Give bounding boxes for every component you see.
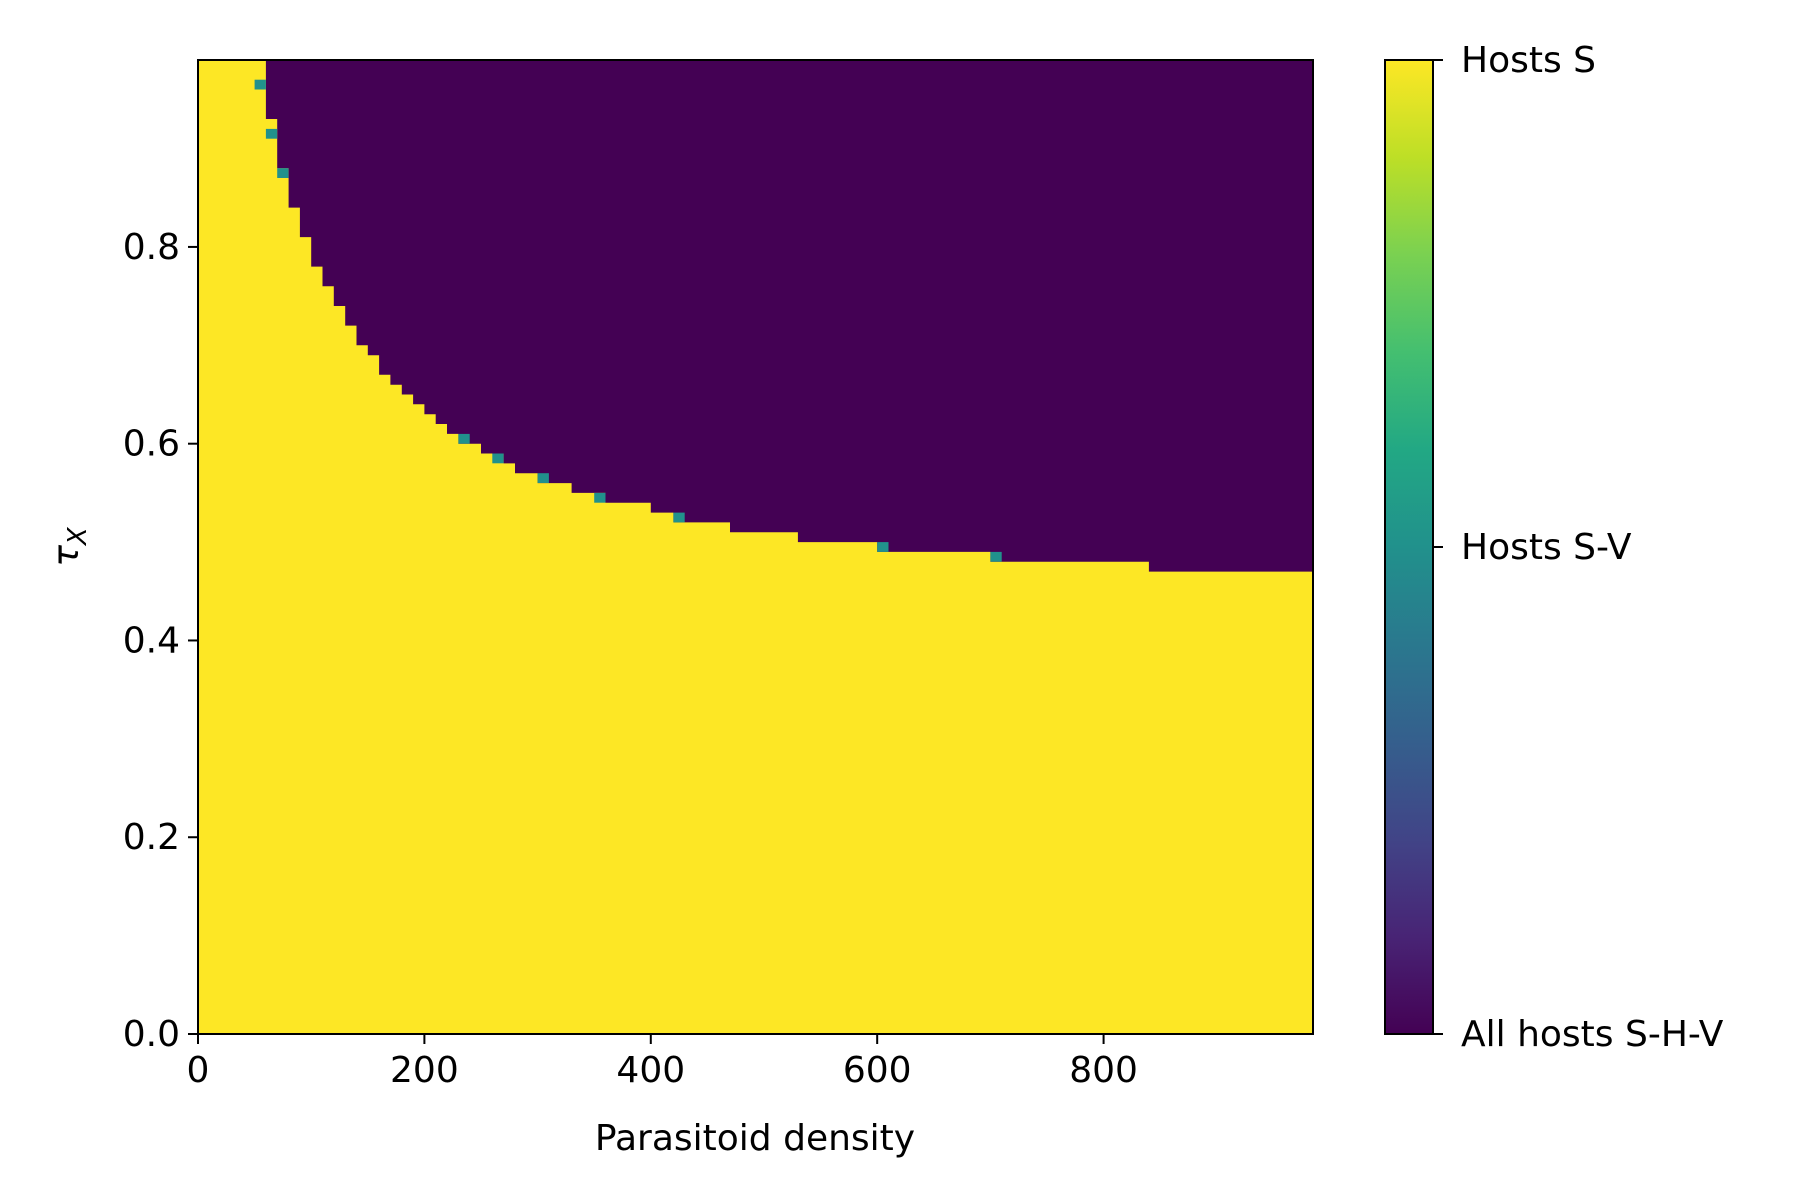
- x-axis-label: Parasitoid density: [595, 1118, 915, 1159]
- heatmap-cell-hosts-s-v: [877, 542, 889, 552]
- heatmap-cell-hosts-s-v: [990, 551, 1002, 562]
- hosts-s-v-cells: [254, 79, 1002, 562]
- x-tick-label: 0: [187, 1050, 210, 1091]
- plot-area: [197, 59, 1314, 1035]
- colorbar: Hosts S Hosts S-V All hosts S-H-V: [1384, 40, 1724, 1055]
- x-tick-label: 800: [1069, 1050, 1138, 1091]
- y-tick-label: 0.6: [123, 424, 180, 465]
- y-axis: 0.0 0.2 0.4 0.6 0.8: [123, 227, 198, 1055]
- x-tick-label: 400: [616, 1050, 685, 1091]
- y-axis-label-subscript: X: [63, 526, 93, 547]
- region-hosts-s: [198, 60, 1313, 1034]
- y-tick-label: 0.4: [123, 620, 180, 661]
- colorbar-ticks: Hosts S Hosts S-V All hosts S-H-V: [1433, 40, 1724, 1055]
- heatmap-cell-hosts-s-v: [265, 128, 278, 139]
- x-axis: 0 200 400 600 800: [187, 1034, 1138, 1091]
- colorbar-tick-label: Hosts S: [1461, 40, 1596, 81]
- plot-frame: [197, 59, 1314, 1035]
- heatmap-cell-hosts-s-v: [458, 433, 470, 444]
- heatmap-cell-hosts-s-v: [594, 492, 606, 503]
- x-tick-label: 600: [843, 1050, 912, 1091]
- heatmap-cell-hosts-s-v: [673, 512, 685, 523]
- heatmap-cell-hosts-s-v: [537, 473, 549, 483]
- heatmap-cell-hosts-s-v: [254, 79, 266, 90]
- y-axis-label: τX: [46, 526, 93, 567]
- y-tick-label: 0.2: [123, 817, 180, 858]
- x-tick-label: 200: [390, 1050, 459, 1091]
- y-tick-label: 0.0: [123, 1014, 180, 1055]
- heatmap-cell-hosts-s-v: [492, 453, 504, 464]
- y-tick-label: 0.8: [123, 227, 180, 268]
- colorbar-tick-label: Hosts S-V: [1461, 527, 1632, 568]
- colorbar-gradient: [1384, 59, 1434, 1035]
- y-axis-label-symbol: τ: [46, 545, 87, 567]
- heatmap-cell-hosts-s-v: [277, 168, 289, 178]
- colorbar-tick-label: All hosts S-H-V: [1461, 1014, 1724, 1055]
